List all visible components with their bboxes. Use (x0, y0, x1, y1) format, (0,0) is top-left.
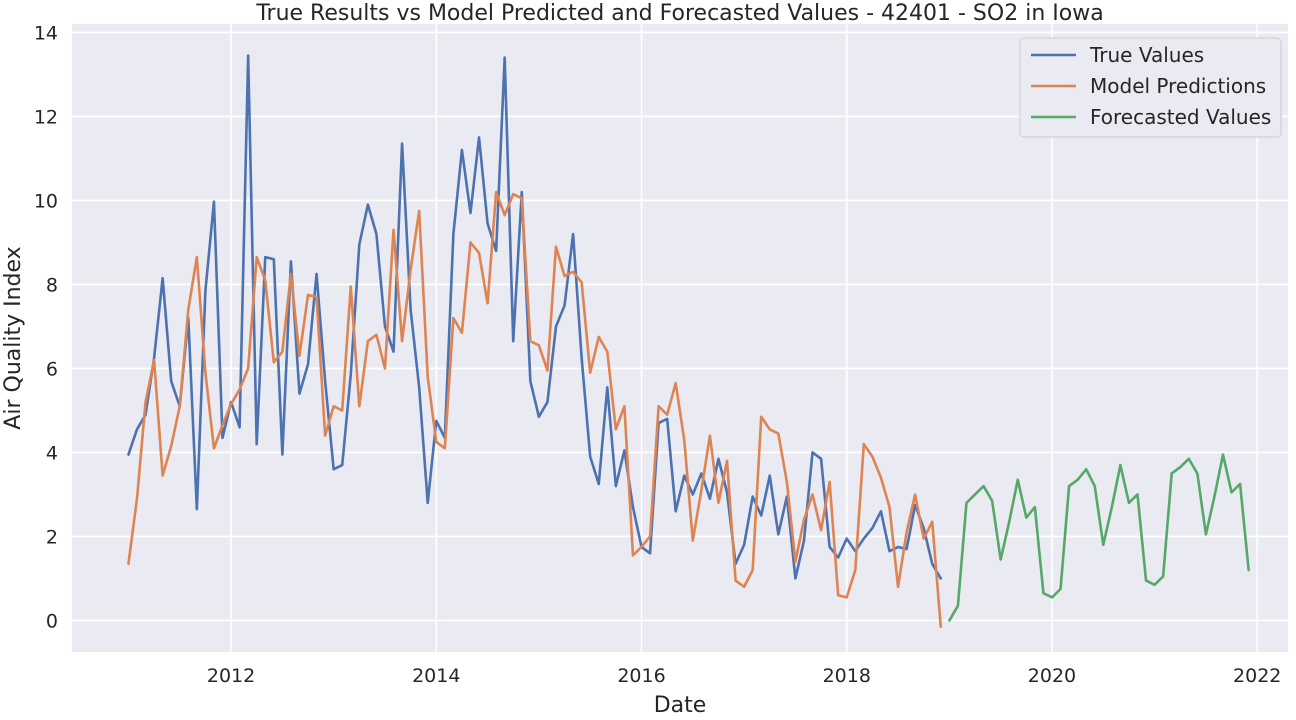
y-tick-label: 4 (46, 442, 58, 464)
x-tick-label: 2022 (1233, 665, 1281, 687)
grid (72, 24, 1288, 652)
series-line-1 (127, 54, 943, 580)
legend-label: Forecasted Values (1090, 105, 1271, 129)
chart-title: True Results vs Model Predicted and Fore… (255, 1, 1103, 26)
y-axis-label: Air Quality Index (1, 246, 26, 429)
legend-box (1019, 37, 1282, 138)
y-tick-label: 12 (34, 106, 58, 128)
y-tick-label: 10 (34, 190, 58, 212)
series-line-3 (948, 453, 1250, 622)
series-line-2 (127, 190, 943, 629)
x-tick-label: 2016 (617, 665, 665, 687)
y-tick-label: 8 (46, 274, 58, 296)
series-lines (127, 54, 1250, 629)
legend: True Values Model Predictions Forecasted V… (1019, 37, 1282, 138)
y-tick-label: 2 (46, 526, 58, 548)
x-tick-label: 2020 (1028, 665, 1076, 687)
tick-labels: 2012 2014 2016 2018 2020 2022 0 2 4 6 8 10 12 14 (34, 22, 1282, 687)
y-tick-label: 6 (46, 358, 58, 380)
x-tick-label: 2012 (207, 665, 255, 687)
x-tick-label: 2018 (823, 665, 871, 687)
y-tick-label: 14 (34, 22, 58, 44)
y-tick-label: 0 (46, 610, 58, 632)
legend-label: True Values (1089, 43, 1204, 67)
x-tick-label: 2014 (412, 665, 460, 687)
legend-label: Model Predictions (1090, 74, 1266, 98)
x-axis-label: Date (654, 693, 707, 718)
